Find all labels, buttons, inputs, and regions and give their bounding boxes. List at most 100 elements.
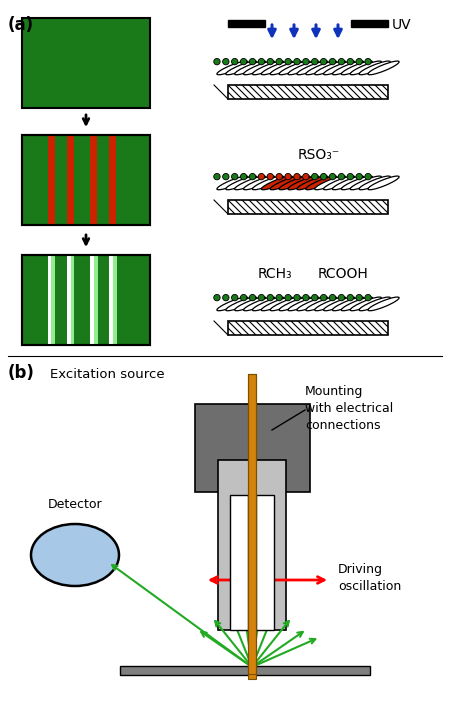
Ellipse shape: [279, 297, 310, 311]
Bar: [48, 135, 54, 225]
Circle shape: [356, 58, 362, 65]
Bar: [228, 321, 388, 335]
Circle shape: [267, 294, 274, 301]
Ellipse shape: [324, 61, 355, 74]
Ellipse shape: [324, 176, 355, 190]
Circle shape: [294, 58, 300, 65]
Ellipse shape: [252, 176, 284, 190]
Ellipse shape: [342, 297, 373, 311]
Circle shape: [276, 58, 282, 65]
Text: Excitation source: Excitation source: [50, 368, 165, 381]
Circle shape: [294, 173, 300, 180]
Circle shape: [240, 58, 247, 65]
Bar: [22, 255, 150, 345]
Text: Mounting
with electrical
connections: Mounting with electrical connections: [305, 385, 393, 432]
Circle shape: [267, 58, 274, 65]
Ellipse shape: [261, 297, 292, 311]
Bar: [109, 135, 116, 225]
Ellipse shape: [359, 176, 390, 190]
Bar: [90, 255, 94, 345]
Circle shape: [249, 58, 256, 65]
Ellipse shape: [217, 176, 248, 190]
Ellipse shape: [261, 176, 292, 190]
Ellipse shape: [324, 297, 355, 311]
Ellipse shape: [368, 176, 399, 190]
Circle shape: [294, 294, 300, 301]
Bar: [248, 374, 256, 679]
Bar: [109, 255, 113, 345]
Ellipse shape: [279, 61, 310, 74]
Ellipse shape: [315, 61, 346, 74]
Bar: [22, 18, 150, 108]
Bar: [90, 135, 97, 225]
Ellipse shape: [333, 176, 364, 190]
Circle shape: [365, 173, 371, 180]
Bar: [256, 495, 274, 630]
Ellipse shape: [288, 176, 319, 190]
Circle shape: [267, 173, 274, 180]
Circle shape: [311, 173, 318, 180]
Ellipse shape: [235, 297, 266, 311]
Text: RCH₃: RCH₃: [258, 267, 292, 281]
Bar: [94, 255, 98, 345]
Circle shape: [320, 294, 327, 301]
Circle shape: [285, 58, 291, 65]
Ellipse shape: [226, 297, 257, 311]
Ellipse shape: [279, 176, 310, 190]
Circle shape: [338, 58, 345, 65]
Ellipse shape: [235, 61, 266, 74]
Ellipse shape: [306, 297, 337, 311]
Circle shape: [223, 294, 229, 301]
Ellipse shape: [333, 297, 364, 311]
Circle shape: [347, 294, 354, 301]
Circle shape: [276, 294, 282, 301]
Circle shape: [338, 173, 345, 180]
Bar: [228, 200, 388, 214]
Bar: [22, 135, 150, 225]
Circle shape: [223, 173, 229, 180]
Circle shape: [356, 173, 362, 180]
Bar: [230, 495, 248, 630]
Text: Detector: Detector: [48, 498, 102, 511]
Bar: [248, 374, 256, 674]
Bar: [22, 135, 150, 225]
Ellipse shape: [368, 61, 399, 74]
Circle shape: [285, 294, 291, 301]
Circle shape: [223, 58, 229, 65]
Ellipse shape: [217, 61, 248, 74]
Circle shape: [303, 294, 309, 301]
Circle shape: [249, 173, 256, 180]
Ellipse shape: [350, 61, 381, 74]
Bar: [48, 255, 51, 345]
Ellipse shape: [297, 176, 328, 190]
Bar: [67, 135, 74, 225]
Text: RCOOH: RCOOH: [318, 267, 369, 281]
Ellipse shape: [31, 524, 119, 586]
Circle shape: [329, 173, 336, 180]
Ellipse shape: [359, 61, 390, 74]
Text: RSO₃⁻: RSO₃⁻: [298, 148, 340, 162]
Bar: [248, 374, 256, 674]
Circle shape: [240, 173, 247, 180]
Ellipse shape: [333, 61, 364, 74]
Circle shape: [303, 173, 309, 180]
Bar: [248, 374, 256, 679]
Circle shape: [320, 173, 327, 180]
Ellipse shape: [315, 176, 346, 190]
Ellipse shape: [306, 176, 337, 190]
Circle shape: [285, 173, 291, 180]
Bar: [120, 666, 370, 675]
Circle shape: [214, 58, 220, 65]
Circle shape: [214, 294, 220, 301]
Bar: [218, 460, 286, 630]
Bar: [51, 255, 55, 345]
Ellipse shape: [270, 61, 302, 74]
Circle shape: [240, 294, 247, 301]
Circle shape: [356, 294, 362, 301]
Ellipse shape: [288, 297, 319, 311]
Circle shape: [329, 294, 336, 301]
Text: Driving
oscillation: Driving oscillation: [338, 563, 401, 593]
Bar: [71, 255, 75, 345]
Ellipse shape: [243, 297, 274, 311]
Circle shape: [303, 58, 309, 65]
